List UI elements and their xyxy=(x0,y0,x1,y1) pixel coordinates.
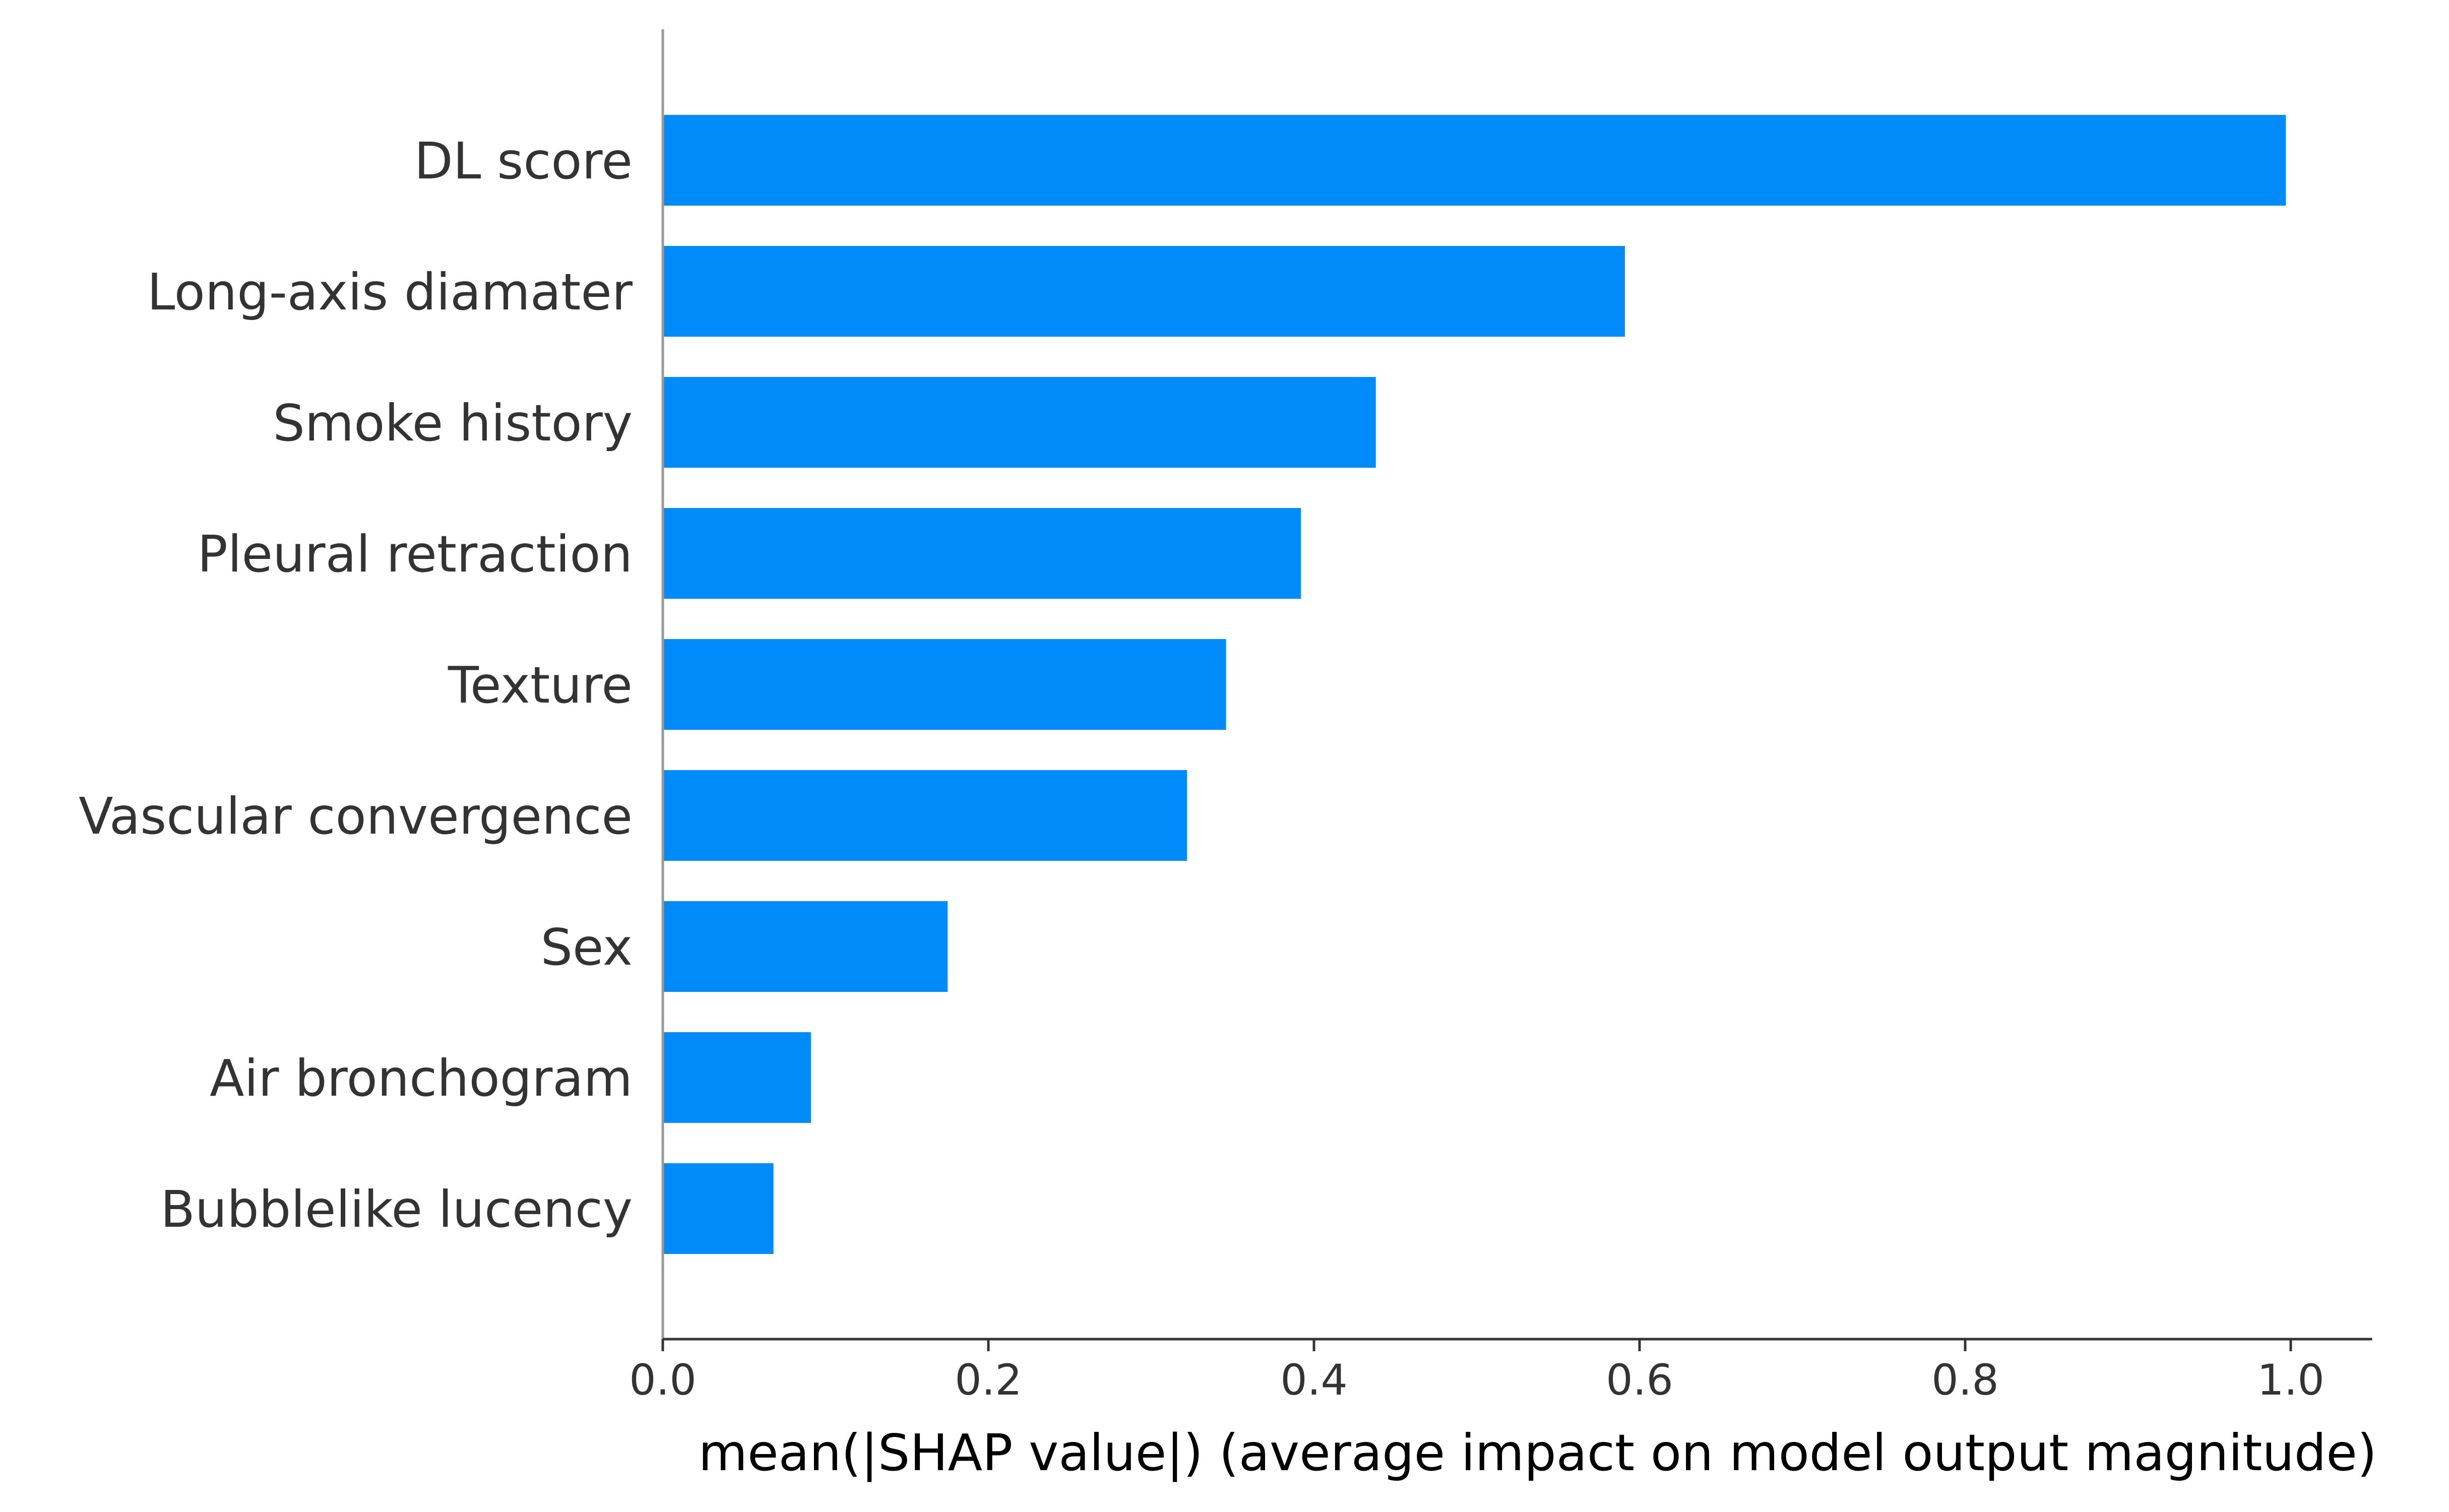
category-label: Smoke history xyxy=(273,394,633,453)
x-axis-title: mean(|SHAP value|) (average impact on mo… xyxy=(699,1423,2377,1482)
category-label: Texture xyxy=(448,656,633,715)
x-tick-label: 1.0 xyxy=(2257,1355,2325,1405)
bar-air-bronchogram xyxy=(663,1032,811,1123)
category-labels-group: DL score Long-axis diamater Smoke history P… xyxy=(79,132,633,1239)
bar-texture xyxy=(663,639,1226,730)
bar-pleural-retraction xyxy=(663,508,1301,599)
category-label: Air bronchogram xyxy=(210,1049,633,1108)
category-label: Bubblelike lucency xyxy=(160,1180,633,1239)
bars-group xyxy=(663,115,2286,1254)
x-tick-label: 0.4 xyxy=(1280,1355,1348,1405)
bar-bubblelike-lucency xyxy=(663,1163,774,1254)
x-tick-label: 0.8 xyxy=(1931,1355,1999,1405)
category-label: Vascular convergence xyxy=(79,787,633,846)
bar-smoke-history xyxy=(663,377,1376,468)
bar-dl-score xyxy=(663,115,2286,206)
bar-vascular-convergence xyxy=(663,770,1187,861)
x-tick-label: 0.6 xyxy=(1606,1355,1673,1405)
category-label: Sex xyxy=(541,918,633,977)
category-label: Long-axis diamater xyxy=(147,263,633,322)
bar-long-axis-diamater xyxy=(663,246,1625,337)
x-tick-label: 0.2 xyxy=(955,1355,1022,1405)
x-tick-label: 0.0 xyxy=(629,1355,697,1405)
category-label: DL score xyxy=(414,132,633,191)
x-ticks-group: 0.0 0.2 0.4 0.6 0.8 1.0 xyxy=(629,1339,2325,1405)
category-label: Pleural retraction xyxy=(197,525,633,584)
bar-sex xyxy=(663,901,948,992)
